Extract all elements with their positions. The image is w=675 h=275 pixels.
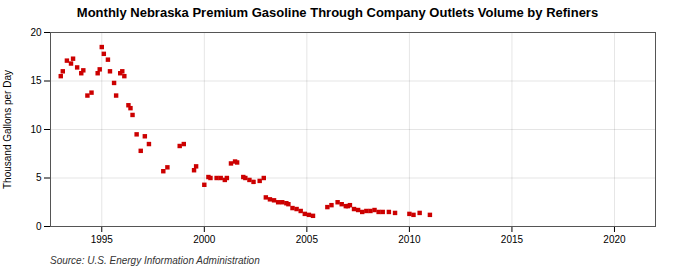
- html-text:Source: U.S. Energy Informatio: Source: U.S. Energy Information Administ…: [50, 255, 260, 266]
- svg-text:0: 0: [36, 221, 42, 232]
- svg-text:10: 10: [30, 124, 42, 135]
- svg-text:5: 5: [36, 172, 42, 183]
- svg-text:1995: 1995: [91, 234, 114, 245]
- svg-text:20: 20: [30, 27, 42, 38]
- svg-text:2000: 2000: [193, 234, 216, 245]
- html-text:Monthly Nebraska Premium Gasol: Monthly Nebraska Premium Gasoline Throug…: [76, 5, 599, 20]
- svg-text:2020: 2020: [603, 234, 626, 245]
- svg-text:2010: 2010: [398, 234, 421, 245]
- svg-text:2015: 2015: [501, 234, 524, 245]
- svg-text:Thousand Gallons per Day: Thousand Gallons per Day: [2, 70, 13, 189]
- svg-text:15: 15: [30, 75, 42, 86]
- svg-text:2005: 2005: [296, 234, 319, 245]
